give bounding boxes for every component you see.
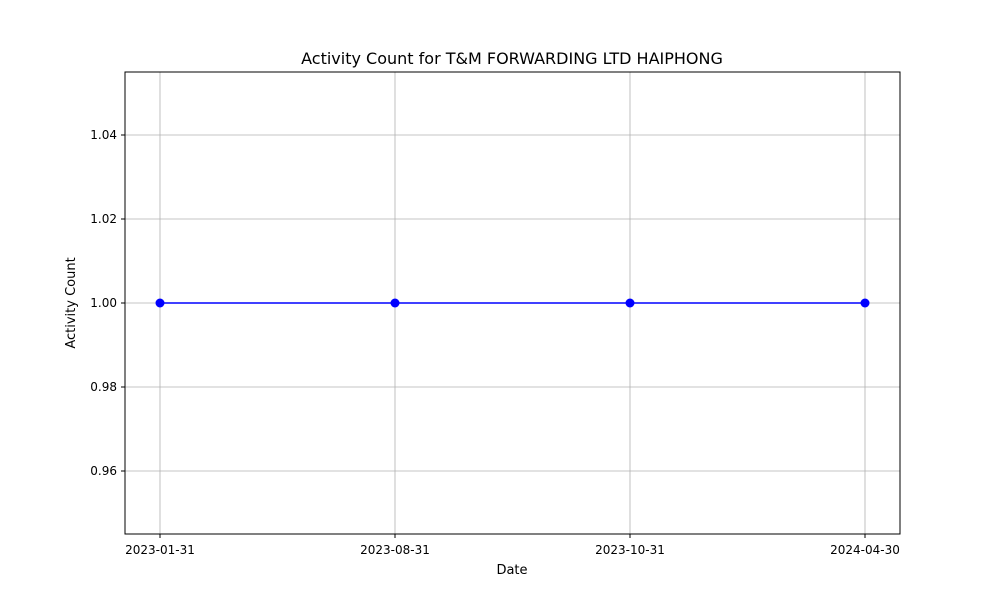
series-layer — [155, 298, 870, 308]
x-tick-label: 2023-01-31 — [125, 543, 195, 557]
y-axis-ticks: 0.96 0.98 1.00 1.02 1.04 — [90, 128, 125, 478]
data-point — [390, 298, 400, 308]
x-tick-label: 2024-04-30 — [830, 543, 900, 557]
data-point — [155, 298, 165, 308]
y-tick-label: 1.00 — [90, 296, 117, 310]
data-point — [860, 298, 870, 308]
x-axis-label: Date — [496, 563, 527, 578]
y-axis-label: Activity Count — [64, 257, 79, 348]
y-tick-label: 0.98 — [90, 380, 117, 394]
x-axis-ticks: 2023-01-31 2023-08-31 2023-10-31 2024-04-30 — [125, 534, 900, 557]
data-point — [625, 298, 635, 308]
x-tick-label: 2023-10-31 — [595, 543, 665, 557]
y-tick-label: 1.02 — [90, 212, 117, 226]
chart-title: Activity Count for T&M FORWARDING LTD HA… — [301, 49, 723, 68]
y-tick-label: 1.04 — [90, 128, 117, 142]
y-tick-label: 0.96 — [90, 464, 117, 478]
x-tick-label: 2023-08-31 — [360, 543, 430, 557]
